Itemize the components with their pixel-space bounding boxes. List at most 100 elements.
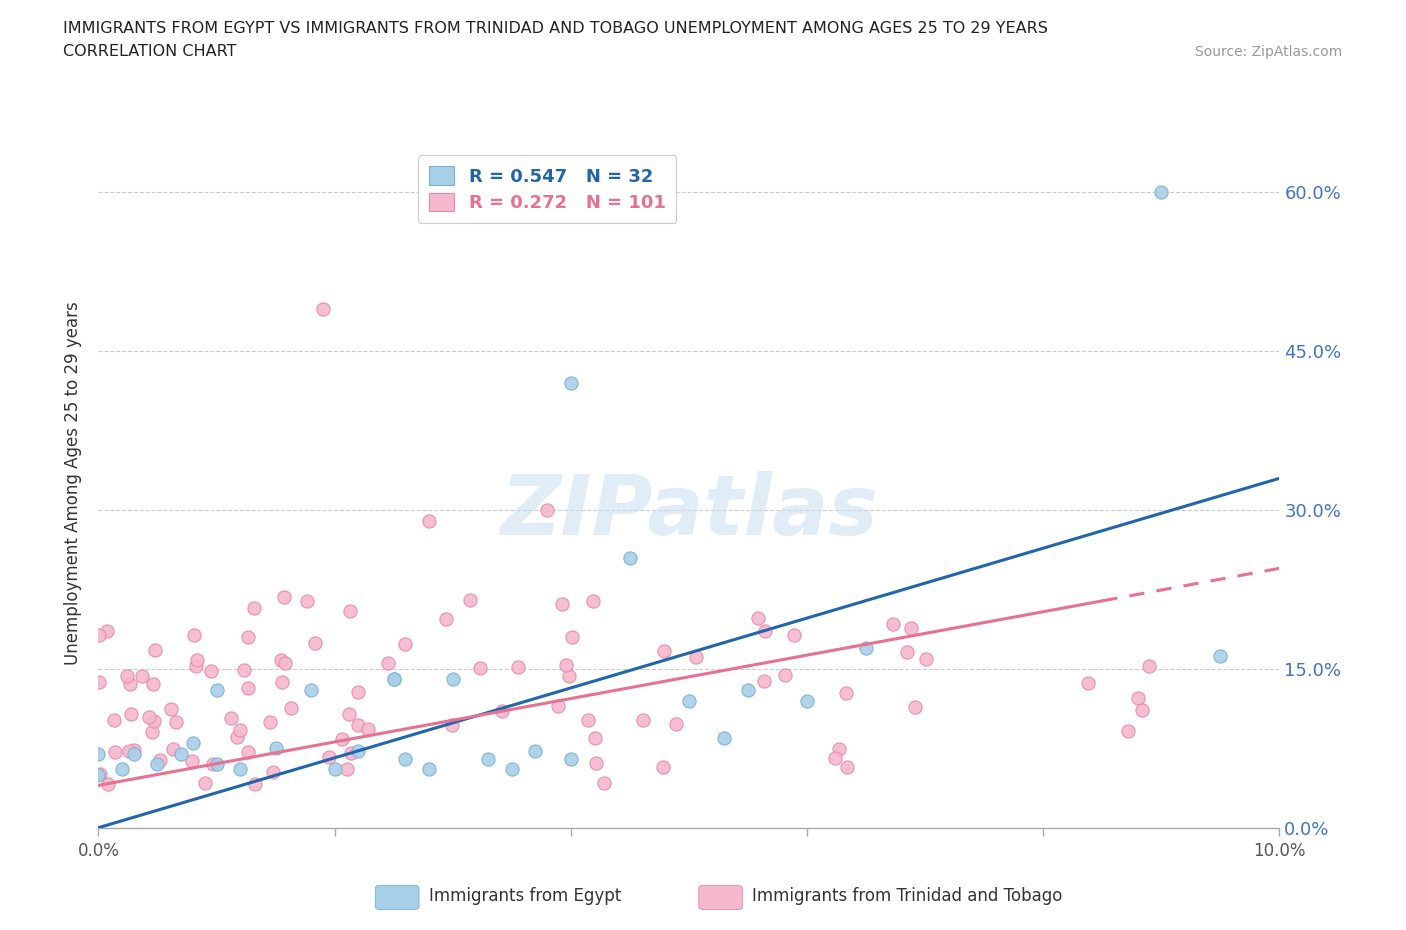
Point [561,630,583,644]
Point [236,630,259,644]
Point [713,730,735,745]
Point [477,751,499,766]
Point [274,656,297,671]
Point [337,706,360,721]
Point [347,744,370,759]
Point [882,617,904,631]
Point [166,714,188,729]
Point [180,754,202,769]
Point [186,658,208,673]
Point [143,643,166,658]
Point [118,744,141,759]
Point [259,714,281,729]
Point [330,732,353,747]
Point [160,701,183,716]
Point [773,668,796,683]
Point [270,674,292,689]
Point [262,765,284,780]
Point [685,649,707,664]
Legend: R = 0.547   N = 32, R = 0.272   N = 101: R = 0.547 N = 32, R = 0.272 N = 101 [418,155,676,223]
Point [558,669,581,684]
Point [1116,724,1139,738]
Point [440,718,463,733]
Point [1077,675,1099,690]
Point [555,658,578,672]
Point [335,762,357,777]
Text: IMMIGRANTS FROM EGYPT VS IMMIGRANTS FROM TRINIDAD AND TOBAGO UNEMPLOYMENT AMONG : IMMIGRANTS FROM EGYPT VS IMMIGRANTS FROM… [63,20,1047,35]
Text: ZIPatlas: ZIPatlas [501,471,877,551]
Point [229,762,252,777]
Point [142,676,165,691]
Point [1150,185,1173,200]
Point [524,744,547,759]
Point [1132,703,1154,718]
Point [170,746,193,761]
Text: CORRELATION CHART: CORRELATION CHART [63,44,236,59]
Point [1137,658,1160,673]
Point [312,301,335,316]
Point [141,725,163,740]
Point [304,635,326,650]
Point [143,714,166,729]
Point [162,741,184,756]
Point [104,745,127,760]
Point [651,760,673,775]
Point [339,604,361,618]
Point [181,736,204,751]
Point [501,762,523,777]
Point [824,751,846,765]
Point [754,623,776,638]
Point [560,751,582,766]
Point [87,746,110,761]
Text: Source: ZipAtlas.com: Source: ZipAtlas.com [1195,45,1343,59]
Point [219,711,242,725]
Point [146,757,169,772]
Point [441,672,464,687]
Point [205,757,228,772]
Point [87,628,110,643]
Text: Immigrants from Egypt: Immigrants from Egypt [429,887,621,905]
Point [560,376,582,391]
Point [115,668,138,683]
Point [665,716,688,731]
Point [346,718,368,733]
Point [131,669,153,684]
Point [120,707,142,722]
Point [619,551,641,565]
Point [631,712,654,727]
Y-axis label: Unemployment Among Ages 25 to 29 years: Unemployment Among Ages 25 to 29 years [63,301,82,666]
Point [96,623,118,638]
Point [323,762,346,777]
Point [243,601,266,616]
Point [111,762,134,777]
Point [754,674,776,689]
Point [394,751,416,766]
Point [202,757,225,772]
Point [855,640,877,655]
Point [468,661,491,676]
Point [678,693,700,708]
Point [118,677,141,692]
Point [264,741,287,756]
Point [347,684,370,699]
Point [593,776,616,790]
Point [87,767,110,782]
Point [796,693,818,708]
Point [508,660,530,675]
Point [382,672,405,687]
Point [1209,649,1232,664]
Point [183,628,205,643]
Point [318,750,340,764]
Text: 0.0%: 0.0% [77,842,120,859]
Point [1126,690,1149,705]
Point [896,644,918,659]
Point [236,744,259,759]
Point [747,610,769,625]
Text: Immigrants from Trinidad and Tobago: Immigrants from Trinidad and Tobago [752,887,1063,905]
Point [835,685,858,700]
Point [652,644,675,658]
Point [89,674,111,689]
Point [225,729,247,744]
Point [149,752,172,767]
Point [536,502,558,517]
